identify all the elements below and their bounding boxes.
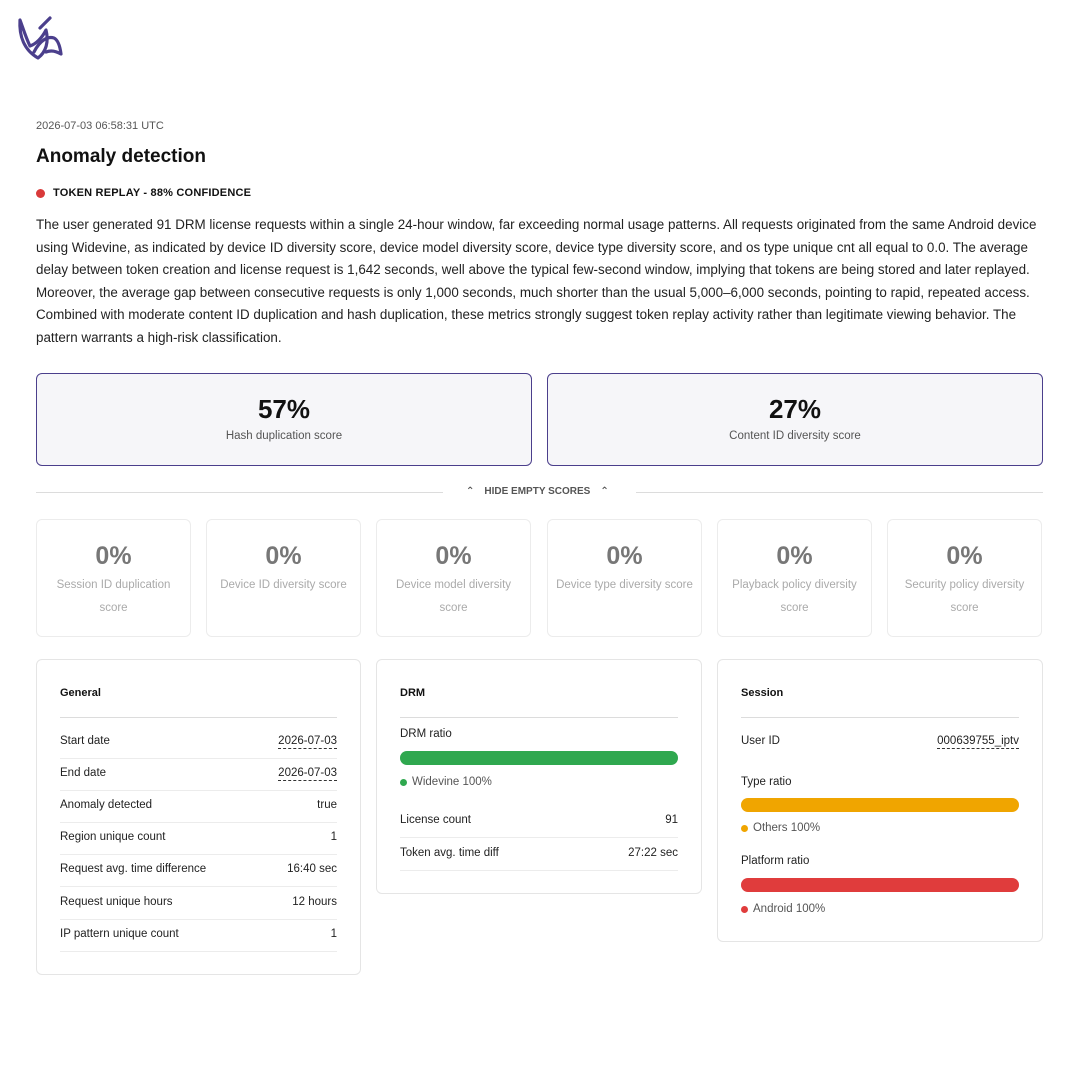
row-value: true (317, 799, 337, 811)
start-date-link[interactable]: 2026-07-03 (278, 735, 337, 749)
score-label: Device model diversity score (395, 579, 512, 614)
score-value: 0% (946, 542, 983, 570)
score-card-hash-duplication: 57% Hash duplication score (36, 373, 532, 466)
platform-ratio-track (741, 878, 1019, 892)
general-row-request-avg-time: Request avg. time difference 16:40 sec (60, 855, 337, 887)
general-row-anomaly-detected: Anomaly detected true (60, 791, 337, 823)
row-key: User ID (741, 735, 780, 747)
empty-score-card: 0% Device model diversity score (376, 519, 531, 637)
empty-scores-toggle-row: ⌃ HIDE EMPTY SCORES ⌃ (36, 486, 1043, 500)
score-label: Hash duplication score (225, 430, 343, 442)
row-key: IP pattern unique count (60, 928, 179, 940)
type-ratio-bar (741, 798, 1019, 812)
hide-empty-scores-button[interactable]: ⌃ HIDE EMPTY SCORES ⌃ (466, 486, 609, 497)
general-row-ip-pattern: IP pattern unique count 1 (60, 920, 337, 952)
type-ratio-track (741, 798, 1019, 812)
empty-score-card: 0% Session ID duplication score (36, 519, 191, 637)
drm-row-token-avg: Token avg. time diff 27:22 sec (400, 839, 678, 871)
bird-logo-icon (18, 16, 63, 60)
score-value: 57% (257, 394, 311, 424)
row-key: Request avg. time difference (60, 863, 207, 875)
page-title: Anomaly detection (36, 146, 206, 167)
platform-ratio-bar (741, 878, 1019, 892)
row-key: Start date (60, 735, 110, 747)
drm-ratio-track (400, 751, 678, 765)
anomaly-description: The user generated 91 DRM license reques… (36, 217, 1037, 345)
legend-label: Android 100% (753, 903, 826, 915)
row-value: 27:22 sec (628, 847, 678, 859)
row-key: License count (400, 814, 471, 826)
score-label: Playback policy diversity score (732, 579, 857, 614)
legend-dot-icon (741, 905, 748, 913)
score-value: 0% (95, 542, 132, 570)
score-value: 0% (265, 542, 302, 570)
chevron-up-icon: ⌃ (466, 486, 475, 497)
general-panel: General Start date 2026-07-03 End date 2… (36, 659, 361, 975)
platform-ratio-label: Platform ratio (741, 855, 810, 867)
score-card-content-id-diversity: 27% Content ID diversity score (547, 373, 1043, 466)
row-value: 16:40 sec (287, 863, 337, 875)
drm-row-license-count: License count 91 (400, 806, 678, 838)
drm-ratio-legend: Widevine 100% (400, 776, 492, 788)
score-label: Session ID duplication score (56, 579, 171, 614)
score-value: 0% (606, 542, 643, 570)
empty-score-card: 0% Security policy diversity score (887, 519, 1042, 637)
legend-dot-icon (400, 778, 407, 786)
score-value: 0% (776, 542, 813, 570)
score-value: 0% (435, 542, 472, 570)
hide-empty-scores-label: HIDE EMPTY SCORES (484, 486, 591, 497)
divider (60, 717, 337, 718)
drm-ratio-bar (400, 751, 678, 765)
general-row-region-count: Region unique count 1 (60, 823, 337, 855)
divider (741, 717, 1019, 718)
status-badge-label: TOKEN REPLAY - 88% CONFIDENCE (53, 187, 252, 199)
user-id-link[interactable]: 000639755_iptv (937, 735, 1019, 749)
empty-score-card: 0% Playback policy diversity score (717, 519, 872, 637)
row-value: 1 (330, 831, 337, 843)
score-label: Security policy diversity score (904, 579, 1025, 614)
timestamp: 2026-07-03 06:58:31 UTC (36, 120, 164, 132)
status-dot-icon (36, 188, 45, 198)
type-ratio-label: Type ratio (741, 776, 792, 788)
legend-label: Widevine 100% (412, 776, 492, 788)
row-key: Anomaly detected (60, 799, 153, 811)
panel-title: DRM (400, 687, 426, 699)
empty-score-card: 0% Device type diversity score (547, 519, 702, 637)
row-key: Token avg. time diff (400, 847, 499, 859)
row-value: 1 (330, 928, 337, 940)
session-row-user-id: User ID 000639755_iptv (741, 727, 1019, 759)
row-key: Region unique count (60, 831, 166, 843)
score-value: 27% (768, 394, 822, 424)
divider (636, 492, 1043, 493)
score-label: Device type diversity score (556, 579, 693, 591)
score-label: Device ID diversity score (220, 579, 347, 591)
drm-panel: DRM DRM ratio Widevine 100% License coun… (376, 659, 702, 894)
session-panel: Session User ID 000639755_iptv Type rati… (717, 659, 1043, 942)
legend-dot-icon (741, 824, 748, 832)
panel-title: Session (741, 687, 784, 699)
type-ratio-legend: Others 100% (741, 822, 820, 834)
empty-score-card: 0% Device ID diversity score (206, 519, 361, 637)
general-row-request-unique-hours: Request unique hours 12 hours (60, 888, 337, 920)
score-label: Content ID diversity score (729, 430, 861, 442)
general-row-start-date: Start date 2026-07-03 (60, 727, 337, 759)
chevron-up-icon: ⌃ (600, 486, 609, 497)
row-key: Request unique hours (60, 896, 173, 908)
drm-ratio-label: DRM ratio (400, 728, 452, 740)
end-date-link[interactable]: 2026-07-03 (278, 767, 337, 781)
general-row-end-date: End date 2026-07-03 (60, 759, 337, 791)
row-value: 91 (665, 814, 678, 826)
legend-label: Others 100% (753, 822, 821, 834)
divider (36, 492, 443, 493)
panel-title: General (60, 687, 101, 699)
platform-ratio-legend: Android 100% (741, 903, 825, 915)
divider (400, 717, 678, 718)
row-key: End date (60, 767, 107, 779)
status-badge: TOKEN REPLAY - 88% CONFIDENCE (36, 187, 251, 199)
row-value: 12 hours (292, 896, 337, 908)
